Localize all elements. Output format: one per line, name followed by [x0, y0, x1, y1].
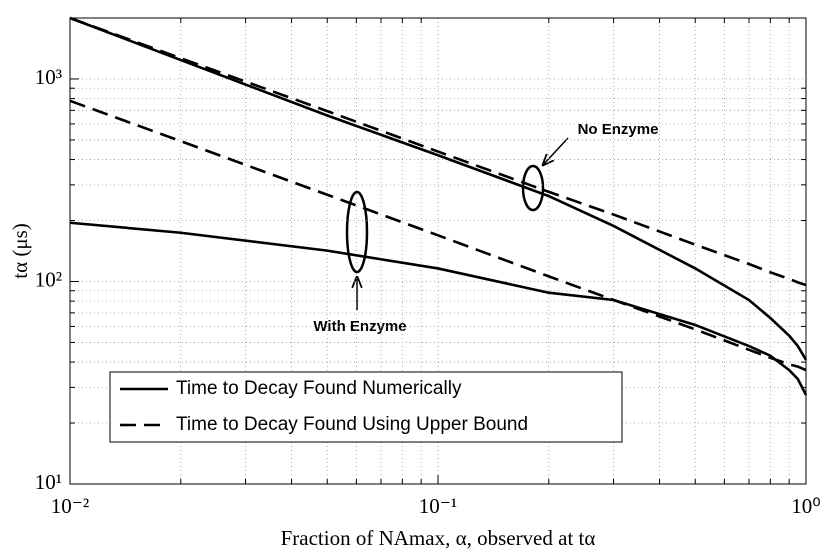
y-tick-label: 10³ [35, 65, 62, 89]
legend-label: Time to Decay Found Numerically [176, 378, 462, 399]
y-tick-label: 10² [35, 267, 62, 291]
x-tick-label: 10⁻¹ [419, 494, 457, 518]
ellipse [345, 190, 369, 274]
x-tick-label: 10⁻² [51, 494, 89, 518]
x-tick-label: 10⁰ [791, 494, 820, 518]
arrow [543, 137, 569, 165]
plot-frame [69, 17, 807, 485]
legend-label: Time to Decay Found Using Upper Bound [176, 414, 528, 435]
series-line [69, 221, 808, 396]
y-tick-label: 10¹ [35, 470, 62, 494]
legend-box [109, 371, 623, 443]
ellipse [521, 164, 545, 212]
annotation: No Enzyme [578, 121, 659, 138]
annotation: With Enzyme [313, 318, 406, 335]
y-axis-label: tα (μs) [8, 223, 32, 279]
series-line [69, 99, 807, 372]
series-line [69, 16, 807, 287]
series-line [69, 16, 808, 361]
x-axis-label: Fraction of NAmax, α, observed at tα [281, 526, 596, 550]
